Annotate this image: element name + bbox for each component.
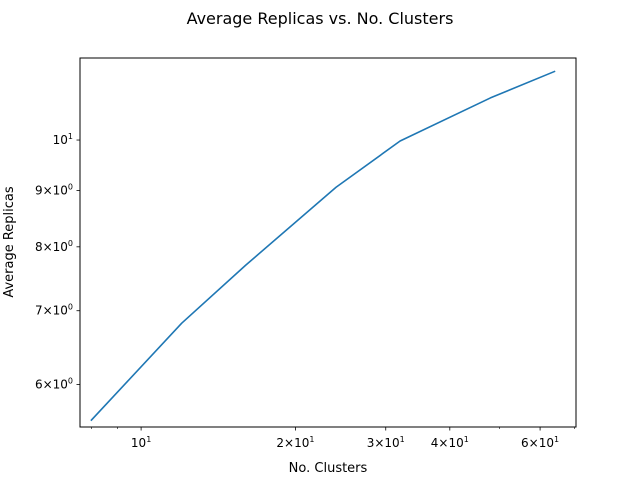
y-tick-label: 9×100 [35,182,73,197]
y-axis-label: Average Replicas [2,186,17,298]
x-tick-label: 4×101 [431,435,469,450]
plot-frame [79,57,577,428]
x-axis-label: No. Clusters [289,461,368,476]
y-tick-label: 101 [53,132,73,147]
y-tick-label: 8×100 [35,239,73,254]
y-axis: 6×100 7×100 8×100 9×100 101 [35,132,80,391]
chart-title: Average Replicas vs. No. Clusters [187,9,454,28]
x-axis: 101 2×101 3×101 4×101 6×101 [91,427,575,450]
x-tick-label: 2×101 [276,435,314,450]
x-tick-label: 3×101 [367,435,405,450]
series-line-0 [90,70,556,422]
y-tick-label: 7×100 [35,303,73,318]
x-tick-label: 6×101 [521,435,559,450]
plot-area [90,70,556,422]
x-tick-label: 101 [131,435,151,450]
y-tick-label: 6×100 [35,376,73,391]
